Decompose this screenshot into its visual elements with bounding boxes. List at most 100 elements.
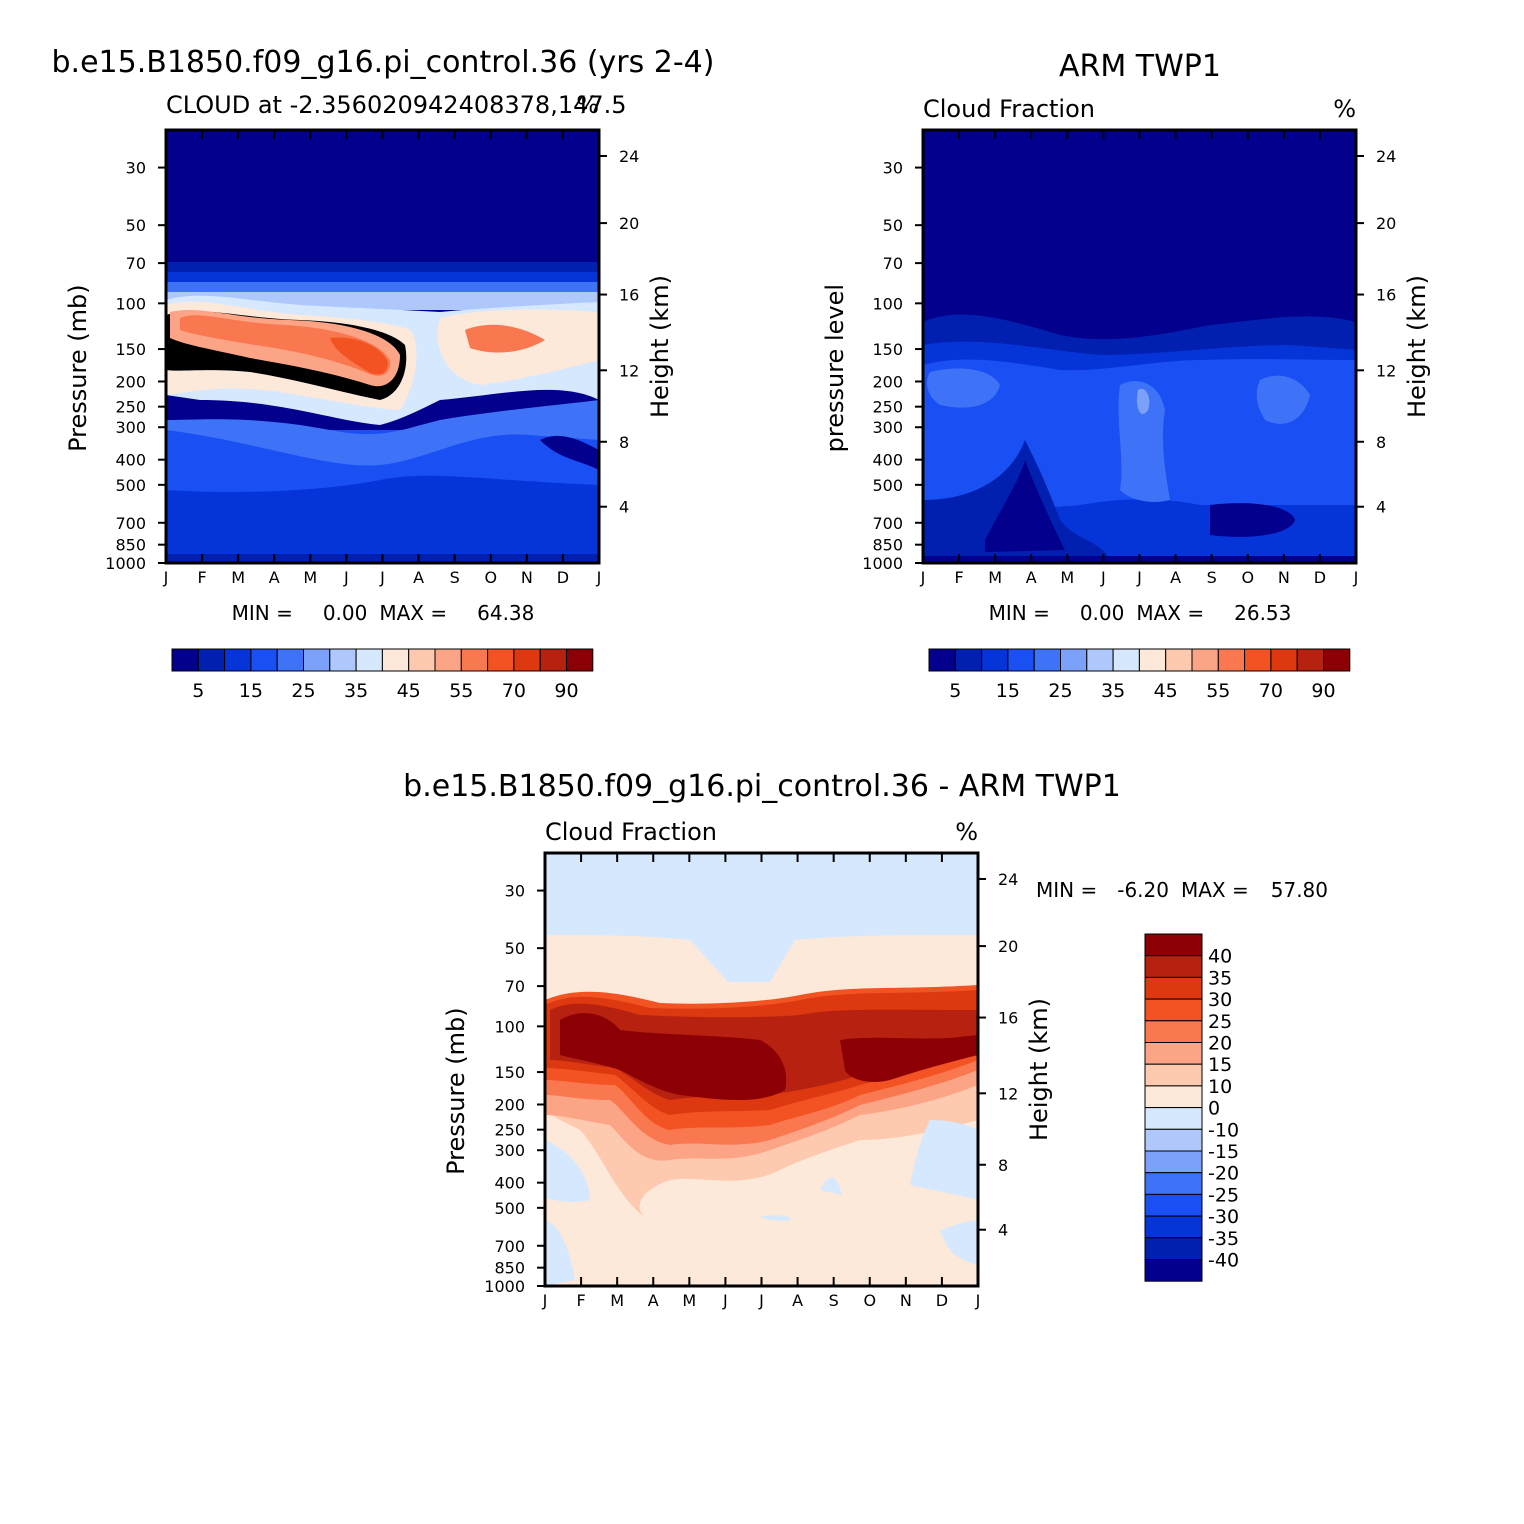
x-tick-label: J <box>379 568 385 587</box>
y-tick-height-label: 20 <box>998 937 1018 956</box>
y-tick-pressure-label: 150 <box>872 340 903 359</box>
x-tick-label: A <box>269 568 280 587</box>
x-tick-label: J <box>542 1291 548 1310</box>
y-tick-pressure-label: 150 <box>115 340 146 359</box>
colorbar-box <box>1144 998 1203 1022</box>
panel-diff: b.e15.B1850.f09_g16.pi_control.36 - ARM … <box>403 769 1328 1310</box>
x-tick-label: S <box>1207 568 1217 587</box>
colorbar-label: 0 <box>1208 1098 1220 1120</box>
x-tick-label: S <box>829 1291 839 1310</box>
field-band-9 <box>1210 503 1295 537</box>
x-tick-label: N <box>1278 568 1290 587</box>
x-tick-label: D <box>936 1291 948 1310</box>
panel-obs-field <box>923 130 1356 563</box>
colorbar-box <box>1296 648 1324 672</box>
min-value: 0.00 <box>323 601 368 625</box>
panel-model: b.e15.B1850.f09_g16.pi_control.36 (yrs 2… <box>52 45 715 702</box>
colorbar-box <box>434 648 462 672</box>
x-tick-label: F <box>197 568 206 587</box>
colorbar-box <box>1144 1172 1203 1195</box>
y-tick-height-label: 20 <box>1376 214 1396 233</box>
colorbar-label: -40 <box>1208 1250 1239 1272</box>
x-tick-label: M <box>988 568 1002 587</box>
x-tick-label: M <box>610 1291 624 1310</box>
x-tick-label: O <box>484 568 497 587</box>
colorbar-label: 30 <box>1208 989 1232 1011</box>
y-tick-pressure-label: 300 <box>115 418 146 437</box>
field-band-12 <box>465 324 545 353</box>
colorbar-box <box>981 648 1009 672</box>
colorbar-box <box>408 648 436 672</box>
y-tick-pressure-label: 300 <box>872 418 903 437</box>
x-tick-label: A <box>648 1291 659 1310</box>
panel-model-field <box>166 130 599 563</box>
colorbar-box <box>1144 933 1203 957</box>
x-tick-label: J <box>1100 568 1106 587</box>
colorbar-label: 15 <box>996 680 1020 702</box>
x-tick-label: N <box>521 568 533 587</box>
y-tick-height-label: 24 <box>619 147 639 166</box>
y-tick-pressure-label: 500 <box>494 1199 525 1218</box>
field-band-14 <box>166 400 599 466</box>
y-tick-pressure-label: 30 <box>883 159 903 178</box>
colorbar-box <box>1007 648 1035 672</box>
y-tick-pressure-label: 100 <box>872 294 903 313</box>
x-tick-label: D <box>1314 568 1326 587</box>
colorbar-box <box>1144 1193 1203 1217</box>
y-tick-pressure-label: 700 <box>115 514 146 533</box>
y-axis-label-left: Pressure (mb) <box>442 1007 470 1174</box>
x-tick-label: M <box>303 568 317 587</box>
y-axis-label-left: pressure level <box>821 284 849 452</box>
colorbar-label: 10 <box>1208 1076 1232 1098</box>
field-band-9 <box>840 1035 978 1082</box>
colorbar-box <box>1086 648 1114 672</box>
colorbar-box <box>303 648 331 672</box>
x-tick-label: J <box>163 568 169 587</box>
field-band-6 <box>1118 381 1170 502</box>
y-tick-pressure-label: 50 <box>126 216 146 235</box>
panel-model-title: b.e15.B1850.f09_g16.pi_control.36 (yrs 2… <box>52 45 715 80</box>
max-label: MAX = <box>379 601 447 625</box>
colorbar-box <box>1144 955 1203 978</box>
panel-diff-stats: MIN = -6.20 MAX = 57.80 <box>1036 878 1328 902</box>
field-band-8 <box>560 1013 787 1100</box>
colorbar-box <box>250 648 278 672</box>
y-tick-height-label: 20 <box>619 214 639 233</box>
y-tick-pressure-label: 70 <box>126 254 146 273</box>
colorbar-box <box>566 648 594 672</box>
x-tick-label: J <box>1353 568 1359 587</box>
y-tick-pressure-label: 700 <box>872 514 903 533</box>
field-band-13 <box>940 1220 978 1265</box>
panel-model-subtitle: CLOUD at -2.356020942408378,147.5 <box>166 91 627 119</box>
colorbar-box <box>1144 1128 1203 1152</box>
panel-diff-subtitle: Cloud Fraction <box>545 818 717 846</box>
field-band-4 <box>927 368 1000 408</box>
colorbar-box <box>197 648 226 672</box>
field-band-11 <box>545 1220 575 1286</box>
y-tick-height-label: 8 <box>1376 433 1386 452</box>
x-tick-label: J <box>343 568 349 587</box>
y-tick-pressure-label: 500 <box>115 476 146 495</box>
min-label: MIN = <box>232 601 293 625</box>
colorbar-box <box>1144 1042 1203 1065</box>
colorbar-label: 35 <box>1208 967 1232 989</box>
y-tick-pressure-label: 250 <box>872 398 903 417</box>
colorbar-box <box>224 648 252 672</box>
max-value: 26.53 <box>1234 601 1291 625</box>
max-value: 64.38 <box>477 601 534 625</box>
panel-obs-title: ARM TWP1 <box>1059 49 1221 84</box>
y-tick-pressure-label: 850 <box>115 536 146 555</box>
colorbar-box <box>1060 648 1088 672</box>
max-label: MAX = <box>1136 601 1204 625</box>
y-tick-pressure-label: 30 <box>126 159 146 178</box>
y-tick-pressure-label: 100 <box>494 1017 525 1036</box>
y-tick-height-label: 4 <box>1376 498 1386 517</box>
x-tick-label: J <box>596 568 602 587</box>
x-tick-label: M <box>231 568 245 587</box>
y-tick-height-label: 8 <box>998 1156 1008 1175</box>
y-axis-label-right: Height (km) <box>646 275 674 418</box>
y-tick-pressure-label: 50 <box>883 216 903 235</box>
y-tick-pressure-label: 400 <box>494 1174 525 1193</box>
